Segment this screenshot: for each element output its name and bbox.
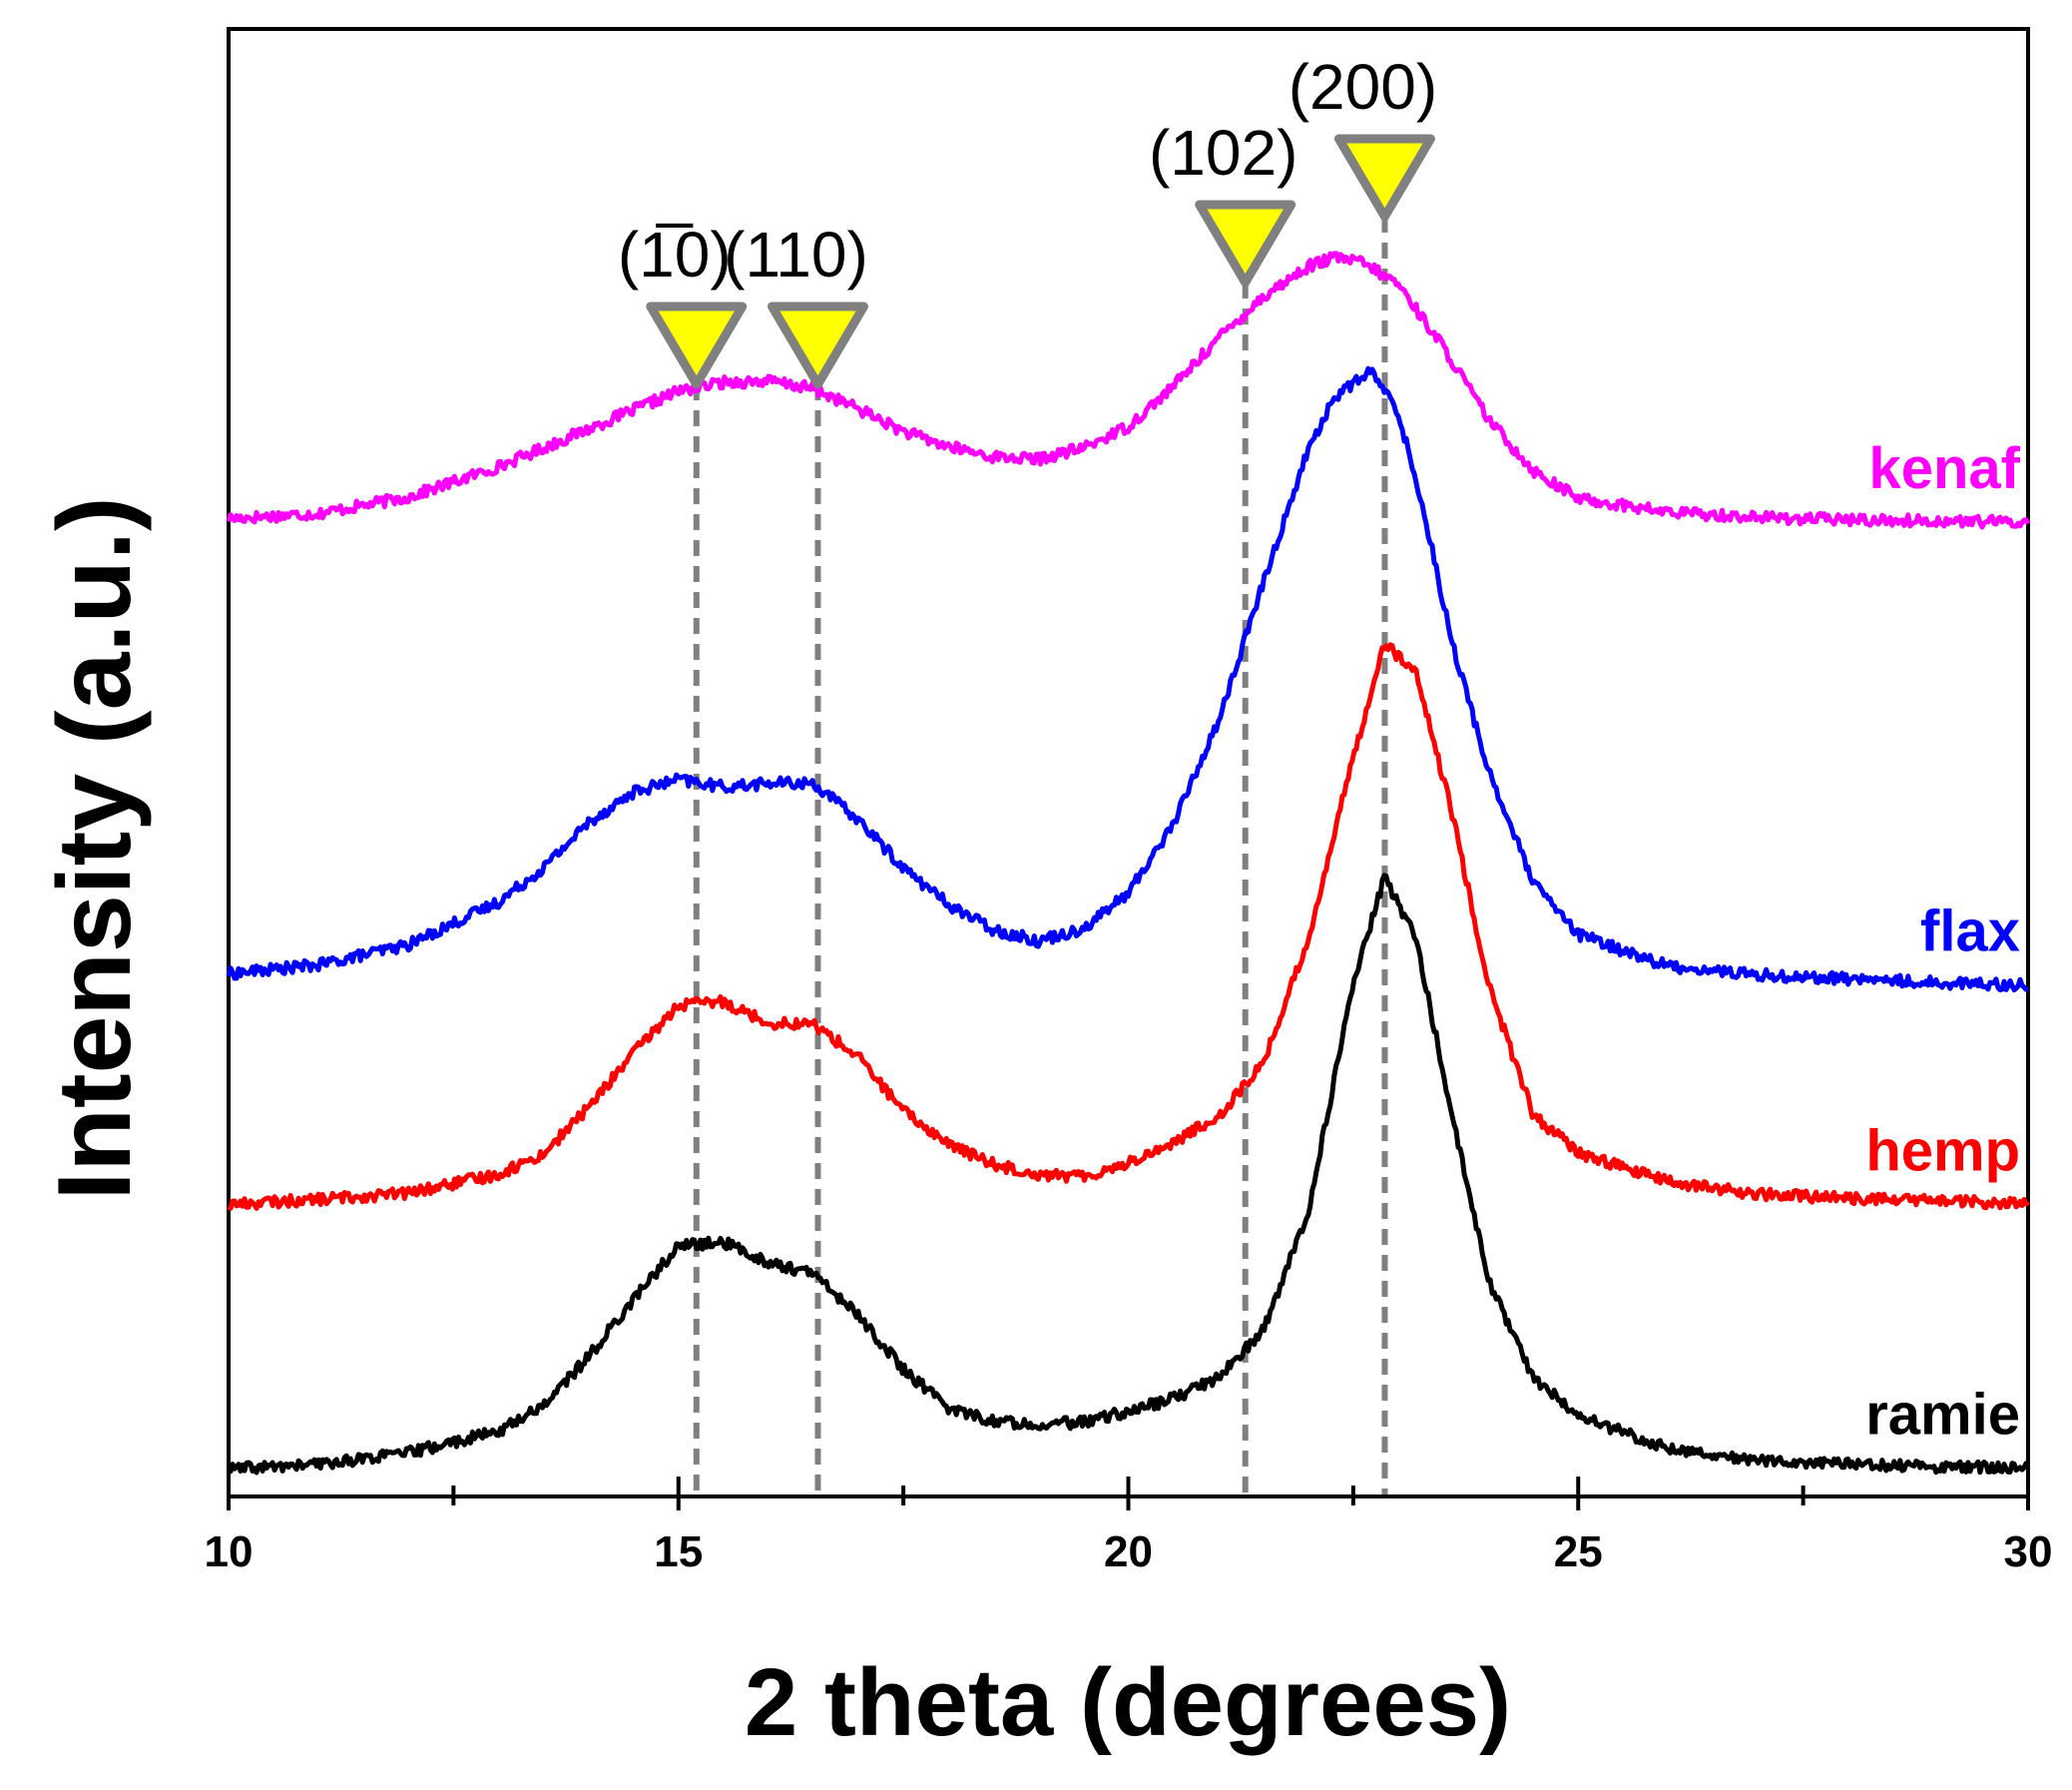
- x-axis-ticks: 10 15 20 25 30: [205, 1477, 2053, 1576]
- x-tick-label: 15: [654, 1527, 703, 1576]
- peak-label-2: (110): [724, 219, 868, 291]
- y-axis-title: Intensity (a.u.): [37, 497, 153, 1201]
- peak-marker-3: [1195, 200, 1296, 288]
- x-tick-label: 25: [1554, 1527, 1603, 1576]
- series-labels: kenaf flax hemp ramie: [1865, 436, 2020, 1447]
- series-layer: [226, 251, 2031, 1476]
- x-tick-label: 10: [205, 1527, 254, 1576]
- series-line-ramie: [228, 873, 2031, 1476]
- series-label-kenaf: kenaf: [1868, 436, 2020, 501]
- series-label-hemp: hemp: [1865, 1118, 2020, 1183]
- series-label-flax: flax: [1920, 899, 2020, 964]
- series-line-hemp: [227, 642, 2030, 1211]
- series-line-flax: [226, 365, 2029, 993]
- series-line-kenaf: [226, 251, 2031, 530]
- x-axis-title: 2 theta (degrees): [745, 1649, 1511, 1756]
- series-label-ramie: ramie: [1865, 1382, 2020, 1447]
- peak-marker-1: [646, 301, 748, 389]
- x-tick-label: 20: [1104, 1527, 1153, 1576]
- reference-lines: [693, 217, 1388, 1494]
- plot-frame: [227, 27, 2030, 1498]
- peak-label-3: (102): [1149, 117, 1297, 189]
- peak-label-1: (1̅0): [618, 219, 732, 291]
- peak-marker-2: [767, 301, 868, 389]
- x-tick-label: 30: [2004, 1527, 2053, 1576]
- peak-label-4: (200): [1289, 51, 1437, 123]
- peak-marker-4: [1333, 134, 1435, 222]
- peak-markers: (1̅0)(110) (102)(200): [618, 51, 1437, 389]
